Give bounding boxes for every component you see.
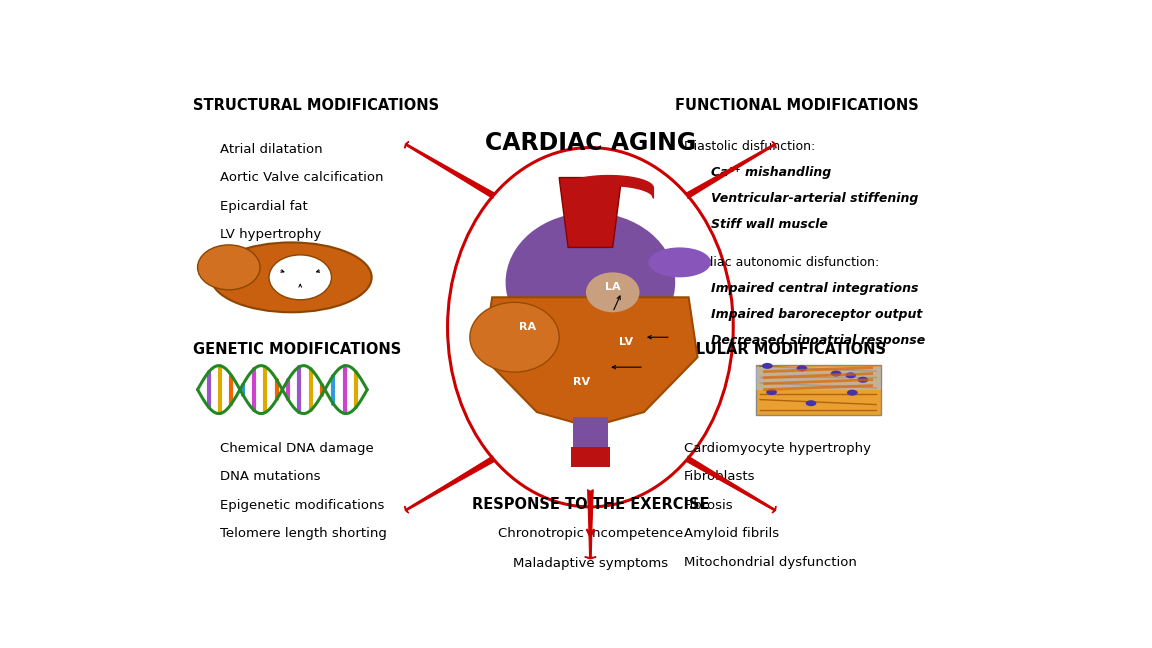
Text: Ventricular-arterial stiffening: Ventricular-arterial stiffening [711, 192, 918, 205]
Polygon shape [573, 417, 608, 457]
Polygon shape [484, 297, 697, 427]
Text: DNA mutations: DNA mutations [220, 470, 320, 483]
Ellipse shape [198, 245, 260, 290]
Circle shape [761, 363, 773, 369]
FancyBboxPatch shape [756, 367, 880, 389]
Text: Impaired baroreceptor output: Impaired baroreceptor output [711, 308, 923, 321]
Text: Aortic Valve calcification: Aortic Valve calcification [220, 171, 384, 184]
Text: Fibroblasts: Fibroblasts [684, 470, 756, 483]
Text: Chemical DNA damage: Chemical DNA damage [220, 442, 373, 455]
Circle shape [766, 389, 776, 395]
Text: Epigenetic modifications: Epigenetic modifications [220, 499, 385, 512]
Text: Fibrosis: Fibrosis [684, 499, 734, 512]
Text: Impaired central integrations: Impaired central integrations [711, 283, 918, 295]
Text: Atrial dilatation: Atrial dilatation [220, 143, 323, 156]
Text: Cardiomyocyte hypertrophy: Cardiomyocyte hypertrophy [684, 442, 871, 455]
Ellipse shape [586, 272, 639, 312]
Ellipse shape [470, 302, 559, 372]
Ellipse shape [270, 255, 332, 300]
Text: Maladaptive symptoms: Maladaptive symptoms [513, 557, 668, 570]
Circle shape [805, 400, 817, 406]
Text: CELULAR MODIFICATIONS: CELULAR MODIFICATIONS [675, 342, 886, 357]
Circle shape [846, 373, 856, 378]
Text: CARDIAC AGING: CARDIAC AGING [485, 131, 696, 155]
Text: Diastolic disfunction:: Diastolic disfunction: [684, 140, 816, 153]
Text: Mitochondrial dysfunction: Mitochondrial dysfunction [684, 556, 857, 569]
Text: Cardiac autonomic disfunction:: Cardiac autonomic disfunction: [684, 257, 879, 270]
Ellipse shape [649, 248, 711, 277]
Text: RV: RV [573, 377, 590, 387]
FancyBboxPatch shape [756, 365, 880, 415]
Text: LV: LV [619, 337, 634, 347]
Text: Epicardial fat: Epicardial fat [220, 200, 308, 213]
Text: Telomere length shorting: Telomere length shorting [220, 527, 387, 540]
Circle shape [831, 371, 841, 376]
Polygon shape [570, 447, 611, 467]
Text: FUNCTIONAL MODIFICATIONS: FUNCTIONAL MODIFICATIONS [675, 98, 919, 113]
Text: GENETIC MODIFICATIONS: GENETIC MODIFICATIONS [194, 342, 401, 357]
Text: LV hypertrophy: LV hypertrophy [220, 228, 321, 241]
Circle shape [796, 365, 808, 371]
Text: Stiff wall muscle: Stiff wall muscle [711, 218, 828, 231]
Circle shape [857, 376, 869, 383]
Text: LA: LA [605, 283, 621, 292]
Text: STRUCTURAL MODIFICATIONS: STRUCTURAL MODIFICATIONS [194, 98, 439, 113]
Text: Ca²⁺ mishandling: Ca²⁺ mishandling [711, 166, 832, 179]
Text: Amyloid fibrils: Amyloid fibrils [684, 527, 779, 540]
Circle shape [847, 389, 857, 396]
Text: Chronotropic incompetence: Chronotropic incompetence [498, 527, 683, 540]
Text: Decreased sinoatrial response: Decreased sinoatrial response [711, 334, 925, 347]
Text: RA: RA [520, 322, 537, 332]
Text: RESPONSE TO THE EXERCISE: RESPONSE TO THE EXERCISE [471, 497, 710, 512]
Ellipse shape [506, 213, 675, 353]
Ellipse shape [211, 242, 372, 312]
Polygon shape [559, 178, 622, 248]
